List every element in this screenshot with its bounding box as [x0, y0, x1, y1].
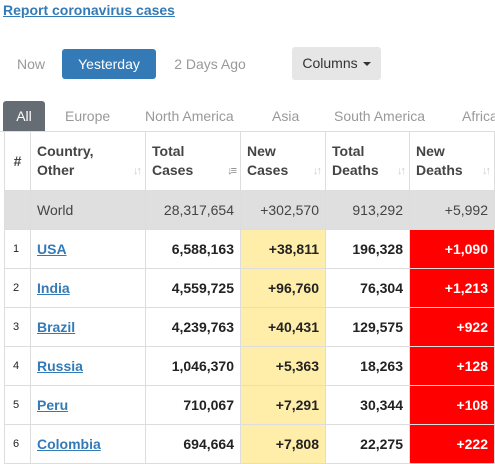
header-country[interactable]: Country, Other ↓↑: [30, 131, 146, 191]
total-deaths-cell: 76,304: [325, 268, 410, 308]
sort-icon: ↓↑: [313, 165, 322, 177]
country-link[interactable]: Russia: [37, 358, 83, 374]
total-cases-cell: 1,046,370: [145, 346, 241, 386]
new-cases-cell: +7,291: [240, 385, 326, 425]
tab-north-america[interactable]: North America: [145, 108, 234, 124]
country-link[interactable]: India: [37, 280, 70, 296]
region-tabs: All Europe North America Asia South Amer…: [0, 101, 495, 132]
row-index: 5: [4, 385, 31, 425]
new-cases-cell: +7,808: [240, 424, 326, 464]
country-link[interactable]: Colombia: [37, 436, 101, 452]
new-cases-cell: +38,811: [240, 229, 326, 269]
country-cell: Brazil: [30, 307, 146, 347]
sort-icon: ↓↑: [397, 165, 406, 177]
tab-africa[interactable]: Africa: [462, 108, 495, 124]
total-cases-cell: 694,664: [145, 424, 241, 464]
row-index: 4: [4, 346, 31, 386]
total-cases-cell: 6,588,163: [145, 229, 241, 269]
row-index: 3: [4, 307, 31, 347]
tab-europe[interactable]: Europe: [65, 108, 111, 124]
report-coronavirus-cases-link[interactable]: Report coronavirus cases: [3, 2, 175, 18]
table-row: 2 India 4,559,725 +96,760 76,304 +1,213: [4, 268, 495, 308]
new-cases-cell: +96,760: [240, 268, 326, 308]
header-new-cases[interactable]: New Cases ↓↑: [240, 131, 326, 191]
new-deaths-cell: +128: [409, 346, 495, 386]
tab-all[interactable]: All: [3, 101, 45, 131]
new-cases-cell: +5,363: [240, 346, 326, 386]
world-total-deaths: 913,292: [325, 190, 410, 230]
country-cell: Russia: [30, 346, 146, 386]
total-cases-cell: 4,239,763: [145, 307, 241, 347]
country-cell: India: [30, 268, 146, 308]
country-link[interactable]: USA: [37, 241, 67, 257]
header-total-deaths[interactable]: Total Deaths ↓↑: [325, 131, 410, 191]
new-deaths-cell: +1,213: [409, 268, 495, 308]
row-index: 6: [4, 424, 31, 464]
total-deaths-cell: 22,275: [325, 424, 410, 464]
country-cell: Peru: [30, 385, 146, 425]
country-link[interactable]: Peru: [37, 397, 69, 413]
table-row: 6 Colombia 694,664 +7,808 22,275 +222: [4, 424, 495, 464]
new-deaths-cell: +1,090: [409, 229, 495, 269]
country-cell: USA: [30, 229, 146, 269]
world-new-deaths: +5,992: [409, 190, 495, 230]
header-index[interactable]: #: [4, 131, 31, 191]
sort-icon: ↓↑: [133, 165, 142, 177]
world-index: [4, 190, 31, 230]
country-cell: Colombia: [30, 424, 146, 464]
world-row: World 28,317,654 +302,570 913,292 +5,992: [4, 190, 495, 230]
cases-table: # Country, Other ↓↑ Total Cases ↓≡ New Case…: [4, 131, 495, 464]
table-row: 5 Peru 710,067 +7,291 30,344 +108: [4, 385, 495, 425]
tab-asia[interactable]: Asia: [272, 108, 300, 124]
yesterday-button[interactable]: Yesterday: [62, 49, 156, 79]
caret-down-icon: [362, 62, 371, 67]
world-new-cases: +302,570: [240, 190, 326, 230]
now-button[interactable]: Now: [16, 56, 45, 72]
total-deaths-cell: 196,328: [325, 229, 410, 269]
table-row: 4 Russia 1,046,370 +5,363 18,263 +128: [4, 346, 495, 386]
total-cases-cell: 710,067: [145, 385, 241, 425]
table-row: 3 Brazil 4,239,763 +40,431 129,575 +922: [4, 307, 495, 347]
sort-desc-icon: ↓≡: [227, 165, 237, 177]
header-new-deaths[interactable]: New Deaths ↓↑: [409, 131, 495, 191]
columns-dropdown-button[interactable]: Columns: [292, 47, 381, 80]
table-row: 1 USA 6,588,163 +38,811 196,328 +1,090: [4, 229, 495, 269]
sort-icon: ↓↑: [482, 165, 491, 177]
total-deaths-cell: 129,575: [325, 307, 410, 347]
columns-label: Columns: [302, 55, 358, 71]
total-cases-cell: 4,559,725: [145, 268, 241, 308]
two-days-ago-button[interactable]: 2 Days Ago: [174, 56, 246, 72]
world-total-cases: 28,317,654: [145, 190, 241, 230]
new-deaths-cell: +108: [409, 385, 495, 425]
new-deaths-cell: +922: [409, 307, 495, 347]
row-index: 1: [4, 229, 31, 269]
tab-south-america[interactable]: South America: [334, 108, 426, 124]
header-total-cases[interactable]: Total Cases ↓≡: [145, 131, 241, 191]
world-country: World: [30, 190, 146, 230]
new-cases-cell: +40,431: [240, 307, 326, 347]
row-index: 2: [4, 268, 31, 308]
total-deaths-cell: 30,344: [325, 385, 410, 425]
country-link[interactable]: Brazil: [37, 319, 76, 335]
new-deaths-cell: +222: [409, 424, 495, 464]
total-deaths-cell: 18,263: [325, 346, 410, 386]
